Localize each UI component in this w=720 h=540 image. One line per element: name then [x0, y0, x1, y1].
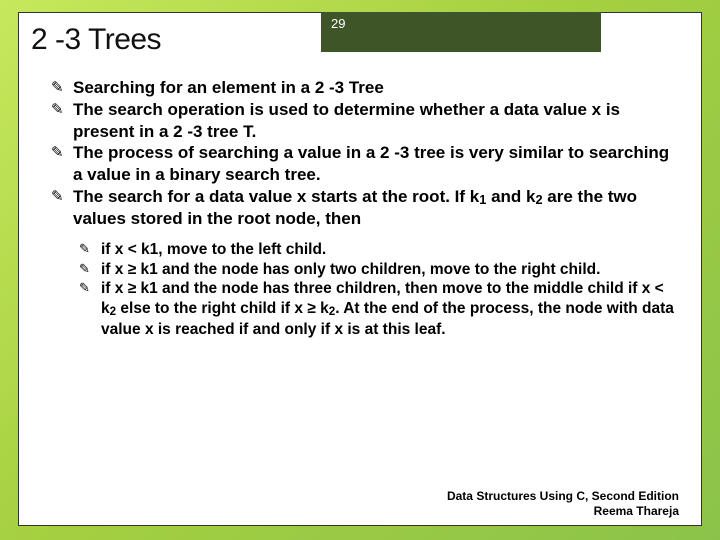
bullet-text: The search for a data value x starts at …: [73, 187, 637, 228]
bullet-l2: ✎if x ≥ k1 and the node has three childr…: [39, 279, 681, 340]
bullet-l2: ✎if x ≥ k1 and the node has only two chi…: [39, 260, 681, 280]
footer-line1: Data Structures Using C, Second Edition: [447, 489, 679, 504]
slide-header: 2 -3 Trees 29: [19, 13, 701, 73]
page-number-box: 29: [321, 12, 601, 52]
bullet-icon: ✎: [51, 144, 73, 163]
bullet-text: Searching for an element in a 2 -3 Tree: [73, 78, 384, 97]
bullet-text: if x ≥ k1 and the node has only two chil…: [101, 261, 600, 278]
bullet-l1: ✎The search operation is used to determi…: [39, 99, 681, 143]
bullet-icon: ✎: [79, 241, 101, 258]
bullet-icon: ✎: [79, 261, 101, 278]
bullet-l1: ✎The search for a data value x starts at…: [39, 186, 681, 230]
slide-body: ✎Searching for an element in a 2 -3 Tree…: [19, 73, 701, 340]
slide-title: 2 -3 Trees: [31, 23, 161, 57]
page-number: 29: [331, 16, 345, 31]
footer-line2: Reema Thareja: [447, 504, 679, 519]
bullet-icon: ✎: [79, 280, 101, 297]
bullet-text: The search operation is used to determin…: [73, 100, 620, 141]
bullet-text: if x < k1, move to the left child.: [101, 241, 326, 258]
bullet-icon: ✎: [51, 101, 73, 120]
bullet-icon: ✎: [51, 79, 73, 98]
bullet-l1: ✎The process of searching a value in a 2…: [39, 142, 681, 186]
slide-footer: Data Structures Using C, Second Edition …: [447, 489, 679, 519]
bullet-l2: ✎if x < k1, move to the left child.: [39, 240, 681, 260]
bullet-text: if x ≥ k1 and the node has three childre…: [101, 280, 674, 338]
bullet-icon: ✎: [51, 188, 73, 207]
slide-frame: 2 -3 Trees 29 ✎Searching for an element …: [18, 12, 702, 526]
bullet-text: The process of searching a value in a 2 …: [73, 143, 669, 184]
bullet-l1: ✎Searching for an element in a 2 -3 Tree: [39, 77, 681, 99]
